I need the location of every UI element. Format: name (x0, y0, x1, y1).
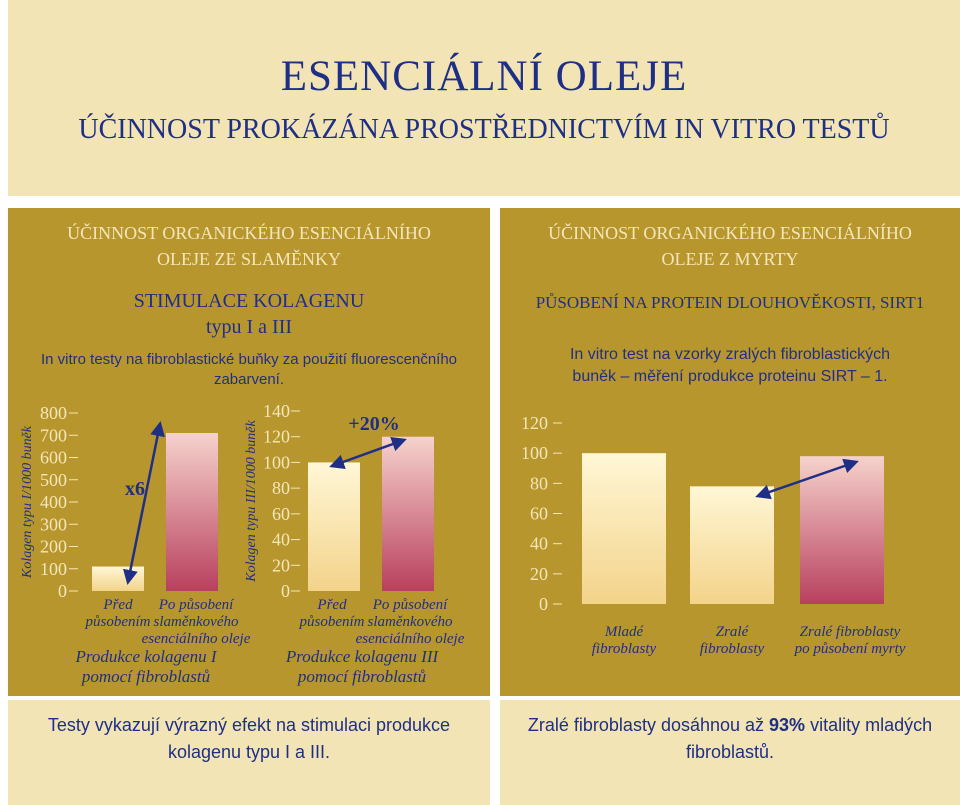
bar (690, 486, 774, 604)
bar (382, 436, 434, 591)
chart-caption: Produkce kolagenu I (75, 647, 218, 666)
y-tick-label: 0 (281, 581, 290, 601)
y-tick-label: 0 (539, 594, 548, 614)
y-tick-label: 40 (272, 530, 290, 550)
chart-annotation: x6 (125, 478, 145, 500)
category-label: Před (316, 597, 347, 613)
double-arrow (755, 458, 859, 500)
right-description: In vitro test na vzorky zralých fibrobla… (569, 346, 891, 385)
right-chart-heading: PŮSOBENÍ NA PROTEIN DLOUHOVĚKOSTI, SIRT1 (535, 293, 925, 312)
category-label: fibroblasty (700, 641, 765, 657)
category-label: fibroblasty (592, 641, 657, 657)
category-label: Mladé (604, 624, 645, 640)
y-tick-label: 140 (263, 401, 290, 421)
left-footer-text: Testy vykazují výrazný efekt na stimulac… (47, 715, 451, 762)
chart-caption: Produkce kolagenu III (285, 647, 440, 666)
y-tick-label: 100 (521, 443, 548, 463)
y-tick-label: 100 (263, 452, 290, 472)
bar (166, 433, 218, 591)
y-tick-label: 200 (40, 537, 67, 557)
category-label: po působení myrty (794, 641, 906, 657)
y-tick-label: 800 (40, 403, 67, 423)
category-label: Po působení (158, 597, 235, 613)
y-tick-label: 80 (530, 473, 548, 493)
left-footer: Testy vykazují výrazný efekt na stimulac… (8, 700, 490, 805)
left-section-title: ÚČINNOST ORGANICKÉHO ESENCIÁLNÍHO OLEJE … (67, 223, 431, 269)
bar (92, 566, 144, 591)
y-tick-label: 20 (272, 555, 290, 575)
y-tick-label: 60 (530, 504, 548, 524)
category-label: Zralé (716, 624, 750, 640)
right-panel: ÚČINNOST ORGANICKÉHO ESENCIÁLNÍHO OLEJE … (500, 208, 960, 696)
right-footer: Zralé fibroblasty dosáhnou až 93% vitali… (500, 700, 960, 805)
category-label: esenciálního oleje (356, 631, 465, 647)
y-tick-label: 20 (530, 564, 548, 584)
category-label: slaměnkového (154, 614, 239, 630)
page-title: ESENCIÁLNÍ OLEJE (280, 53, 688, 100)
double-arrow (123, 421, 165, 585)
chart-caption: pomocí fibroblastů (81, 667, 210, 686)
bar (308, 462, 360, 591)
page-subtitle: ÚČINNOST PROKÁZÁNA PROSTŘEDNICTVÍM IN VI… (78, 114, 890, 145)
category-label: působením (85, 614, 151, 630)
y-tick-label: 40 (530, 534, 548, 554)
right-section-title: ÚČINNOST ORGANICKÉHO ESENCIÁLNÍHO OLEJE … (548, 223, 912, 269)
y-tick-label: 100 (40, 559, 67, 579)
y-tick-label: 120 (263, 427, 290, 447)
y-tick-label: 500 (40, 470, 67, 490)
left-description: In vitro testy na fibroblastické buňky z… (40, 351, 458, 388)
y-tick-label: 0 (58, 581, 67, 601)
y-tick-label: 400 (40, 492, 67, 512)
y-tick-label: 300 (40, 514, 67, 534)
category-label: Před (102, 597, 133, 613)
category-label: esenciálního oleje (142, 631, 251, 647)
chart-annotation: +20% (348, 413, 399, 435)
y-tick-label: 60 (272, 504, 290, 524)
category-label: slaměnkového (368, 614, 453, 630)
y-tick-label: 80 (272, 478, 290, 498)
y-tick-label: 600 (40, 448, 67, 468)
y-axis-label: Kolagen typu I/1000 buněk (20, 425, 35, 579)
y-tick-label: 700 (40, 425, 67, 445)
category-label: Po působení (372, 597, 449, 613)
y-axis-label: Kolagen typu III/1000 buněk (244, 420, 259, 583)
left-chart-heading: STIMULACE KOLAGENU typu I a III (133, 290, 365, 338)
header-banner: ESENCIÁLNÍ OLEJE ÚČINNOST PROKÁZÁNA PROS… (8, 0, 960, 196)
category-label: Zralé fibroblasty (800, 624, 901, 640)
category-label: působením (299, 614, 365, 630)
bar (582, 453, 666, 604)
chart-caption: pomocí fibroblastů (297, 667, 426, 686)
double-arrow (329, 437, 407, 469)
right-footer-text: Zralé fibroblasty dosáhnou až 93% vitali… (527, 715, 933, 762)
y-tick-label: 120 (521, 413, 548, 433)
